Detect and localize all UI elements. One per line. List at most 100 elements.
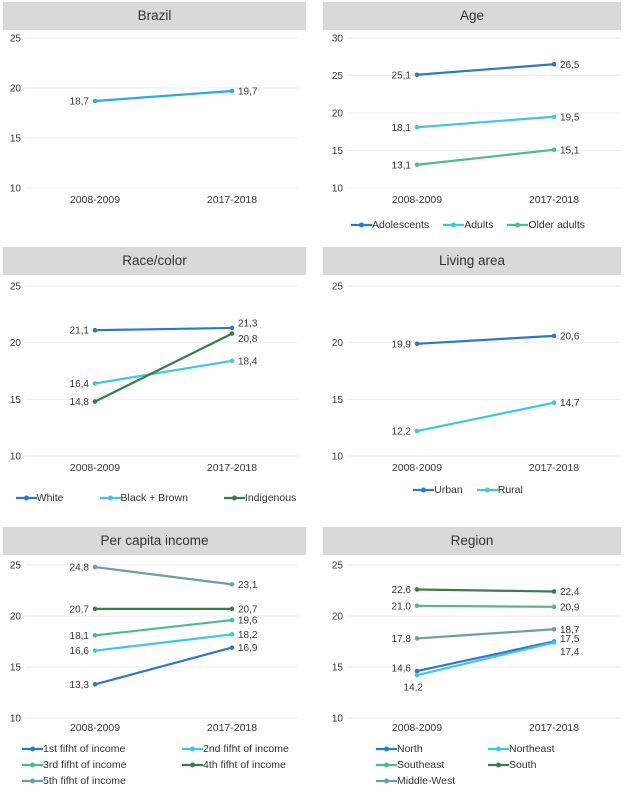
data-label: 16,6 <box>70 646 90 657</box>
data-label: 21,1 <box>70 326 90 337</box>
y-tick-label: 15 <box>332 395 344 406</box>
y-tick-label: 20 <box>10 338 22 349</box>
panel-title-brazil: Brazil <box>137 8 172 23</box>
data-label: 13,3 <box>70 680 90 691</box>
legend-line-dot-icon <box>488 762 509 768</box>
data-point <box>551 589 557 594</box>
y-tick-label: 30 <box>332 34 344 45</box>
panel-living-area: Living area 10 15 20 25 2008-2009 2017-2018 19… <box>312 240 624 520</box>
data-point <box>551 604 557 610</box>
panel-race-color: Race/color 10 15 20 25 2008-2009 2017-2018 21,… <box>0 240 312 520</box>
legend-line-dot-icon <box>350 222 372 228</box>
data-label: 18,1 <box>70 631 90 642</box>
y-tick-label: 20 <box>332 109 344 120</box>
data-point <box>229 331 235 336</box>
data-point <box>551 147 557 153</box>
chart-svg-age: 10 15 20 25 30 2008-2009 2017-2018 25,1 26,5 18,1… <box>332 34 620 206</box>
panel-per-capita-income: Per capita income 10 15 20 25 2008-2009 2017-… <box>0 520 312 796</box>
data-label: 19,9 <box>392 339 412 350</box>
chart-svg-race-color: 10 15 20 25 2008-2009 2017-2018 21,1 21,3 16,4 18… <box>10 282 298 474</box>
data-label: 14,7 <box>560 398 580 409</box>
data-point <box>551 400 557 406</box>
series-line-older-adults <box>416 148 555 166</box>
y-tick-label: 25 <box>10 34 22 45</box>
y-tick-label: 10 <box>10 714 22 725</box>
legend-label: 5th fifht of income <box>43 775 126 787</box>
y-tick-label: 25 <box>10 561 22 572</box>
data-label: 22,4 <box>560 587 580 598</box>
panel-header-age: Age <box>323 2 621 30</box>
chart-race-color: 10 15 20 25 2008-2009 2017-2018 21,1 21,3 16,4 18… <box>0 275 312 480</box>
x-tick-label: 2008-2009 <box>70 194 120 206</box>
y-tick-label: 20 <box>332 612 344 623</box>
data-label: 21,0 <box>392 601 412 612</box>
legend-item-southeast: Southeast <box>376 759 488 771</box>
panel-age: Age 10 15 20 25 30 2008-2009 2017-2018 25,1 26,5… <box>312 0 624 240</box>
panel-title-race-color: Race/color <box>122 253 187 268</box>
data-label: 24,8 <box>70 563 90 574</box>
legend-line-dot-icon <box>476 487 498 493</box>
legend-line-dot-icon <box>488 746 509 752</box>
legend-item-white: White <box>15 492 64 504</box>
y-tick-label: 10 <box>332 714 344 725</box>
legend-line-dot-icon <box>15 495 37 501</box>
data-label: 19,6 <box>238 616 258 627</box>
series-line-black-brown <box>94 359 233 385</box>
series-line-5th-fifht-of-income <box>94 565 233 586</box>
data-point <box>414 668 420 674</box>
panel-title-age: Age <box>459 8 485 23</box>
data-label: 15,1 <box>560 145 580 156</box>
data-point <box>229 632 235 637</box>
data-label: 20,7 <box>238 604 258 615</box>
legend-line-dot-icon <box>443 222 465 228</box>
legend-label: Black + Brown <box>120 492 188 504</box>
y-tick-label: 20 <box>10 612 22 623</box>
legend-line-dot-icon <box>182 746 203 752</box>
legend-age: Adolescents Adults Older adults <box>312 219 624 231</box>
legend-item-1st-fifht-of-income: 1st fifht of income <box>22 743 182 755</box>
legend-item-rural: Rural <box>476 484 523 496</box>
data-point <box>551 61 557 67</box>
data-label: 20,9 <box>560 602 580 613</box>
data-label: 20,7 <box>70 604 90 615</box>
legend-line-dot-icon <box>22 778 43 784</box>
legend-label: Middle-West <box>397 775 456 787</box>
x-tick-label: 2008-2009 <box>392 194 442 206</box>
data-point <box>414 124 420 130</box>
legend-item-4th-fifht-of-income: 4th fifht of income <box>182 759 289 771</box>
data-point <box>229 645 235 650</box>
series-line-adults <box>416 115 555 129</box>
data-label: 19,7 <box>238 87 258 98</box>
y-tick-label: 10 <box>332 184 344 195</box>
y-tick-label: 15 <box>10 395 22 406</box>
legend-item-black-brown: Black + Brown <box>99 492 188 504</box>
series-line-brazil <box>94 89 233 103</box>
legend-line-dot-icon <box>22 762 43 768</box>
data-point <box>92 648 98 653</box>
y-tick-label: 15 <box>10 134 22 145</box>
data-label: 16,9 <box>238 643 258 654</box>
data-point <box>551 114 557 120</box>
x-tick-label: 2017-2018 <box>529 194 579 206</box>
series-line-southeast <box>416 604 555 608</box>
legend-item-north: North <box>376 743 488 755</box>
legend-line-dot-icon <box>507 222 529 228</box>
chart-svg-living-area: 10 15 20 25 2008-2009 2017-2018 19,9 20,6 12,2 14… <box>332 282 620 474</box>
x-tick-label: 2017-2018 <box>207 462 257 474</box>
chart-age: 10 15 20 25 30 2008-2009 2017-2018 25,1 26,5 18,1… <box>312 30 624 215</box>
data-point <box>414 636 420 641</box>
x-tick-label: 2017-2018 <box>529 462 579 474</box>
legend-label: Older adults <box>528 219 585 231</box>
chart-region: 10 15 20 25 2008-2009 2017-2018 14,6 17,5 14,2 17… <box>312 555 624 740</box>
data-label: 18,2 <box>238 630 258 641</box>
x-tick-label: 2008-2009 <box>70 462 120 474</box>
data-label: 12,2 <box>392 427 412 438</box>
legend-line-dot-icon <box>223 495 245 501</box>
legend-item-indigenous: Indigenous <box>223 492 296 504</box>
data-label: 18,4 <box>238 356 258 367</box>
panel-header-per-capita-income: Per capita income <box>3 527 306 555</box>
data-label: 17,5 <box>560 634 580 645</box>
data-point <box>414 428 420 434</box>
chart-brazil: 10 15 20 25 2008-2009 2017-2018 18,7 19,7 <box>0 30 312 215</box>
panel-header-region: Region <box>323 527 621 555</box>
